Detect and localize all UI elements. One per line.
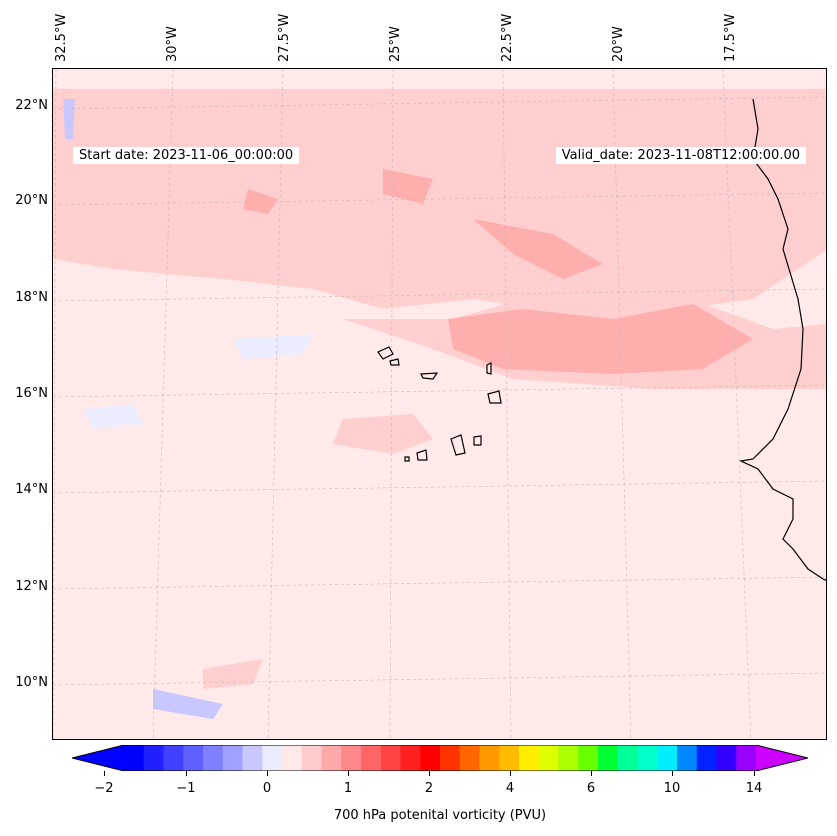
african-coastline <box>739 98 826 581</box>
colorbar-swatch <box>361 745 382 771</box>
colorbar-tick-label: 6 <box>586 781 596 796</box>
colorbar-swatch <box>301 745 322 771</box>
graticule <box>53 69 826 739</box>
colorbar-swatch <box>183 745 204 771</box>
cape-verde-islands <box>377 346 502 462</box>
pv-contour-patch-1 <box>448 304 753 374</box>
colorbar-tick-label: 0 <box>262 781 272 796</box>
colorbar-swatch <box>321 745 342 771</box>
colorbar-label: 700 hPa potenital vorticity (PVU) <box>333 808 547 823</box>
longitude-label: 17.5°W <box>723 13 738 62</box>
colorbar-tick-label: −1 <box>176 781 196 796</box>
colorbar-extend-low <box>72 745 124 771</box>
pv-negative-patch-3 <box>153 689 223 719</box>
colorbar-swatch <box>716 745 737 771</box>
colorbar-tick-label: 1 <box>343 781 353 796</box>
colorbar-tick-label: −2 <box>94 781 114 796</box>
colorbar-tick-label: 4 <box>505 781 515 796</box>
colorbar-swatch <box>400 745 421 771</box>
latitude-label: 18°N <box>15 290 48 305</box>
colorbar-swatch <box>657 745 678 771</box>
latitude-label: 10°N <box>15 675 48 690</box>
pv-contour-patch-5 <box>333 414 433 454</box>
colorbar-swatch <box>222 745 243 771</box>
pv-contour-patch-6 <box>203 659 263 689</box>
colorbar-tick-mark <box>348 771 349 776</box>
pv-negative-patch-2 <box>233 334 313 359</box>
pv-field-plot <box>53 69 826 739</box>
colorbar-swatch <box>341 745 362 771</box>
colorbar-swatch <box>282 745 303 771</box>
longitude-label: 27.5°W <box>277 13 292 62</box>
latitude-label: 12°N <box>15 579 48 594</box>
pv-contour-patch-4 <box>243 189 278 214</box>
colorbar-tick-mark <box>754 771 755 776</box>
map-panel: Start date: 2023-11-06_00:00:00 Valid_da… <box>52 68 827 740</box>
colorbar-swatch <box>617 745 638 771</box>
colorbar-tick-mark <box>186 771 187 776</box>
colorbar-extend-high <box>756 745 808 771</box>
colorbar-swatch <box>479 745 500 771</box>
colorbar-tick-mark <box>510 771 511 776</box>
colorbar-tick-mark <box>672 771 673 776</box>
colorbar-tick-label: 14 <box>745 781 763 796</box>
colorbar-swatch <box>499 745 520 771</box>
latitude-label: 22°N <box>15 98 48 113</box>
colorbar-swatch <box>637 745 658 771</box>
longitude-label: 30°W <box>165 26 180 62</box>
colorbar-tick-mark <box>267 771 268 776</box>
longitude-label: 20°W <box>611 26 626 62</box>
colorbar-swatch <box>558 745 579 771</box>
pv-negative-patch-4 <box>63 99 75 139</box>
pv-contour-patch-3 <box>383 169 433 204</box>
latitude-label: 14°N <box>15 482 48 497</box>
colorbar-swatch <box>124 745 145 771</box>
colorbar-swatch <box>143 745 164 771</box>
pv-negative-patch-1 <box>83 404 143 429</box>
latitude-label: 20°N <box>15 193 48 208</box>
valid-date-label: Valid_date: 2023-11-08T12:00:00.00 <box>555 147 806 164</box>
colorbar <box>72 745 808 771</box>
colorbar-swatch <box>203 745 224 771</box>
pv-contour-band-north <box>53 89 826 319</box>
colorbar-swatch <box>677 745 698 771</box>
colorbar-tick-label: 10 <box>663 781 681 796</box>
colorbar-swatch <box>538 745 559 771</box>
longitude-label: 25°W <box>388 26 403 62</box>
colorbar-swatch <box>519 745 540 771</box>
colorbar-swatch <box>420 745 441 771</box>
colorbar-swatch <box>163 745 184 771</box>
colorbar-swatch <box>598 745 619 771</box>
colorbar-tick-label: 2 <box>424 781 434 796</box>
colorbar-swatch <box>380 745 401 771</box>
colorbar-swatch <box>242 745 263 771</box>
colorbar-swatch <box>262 745 283 771</box>
longitude-label: 22.5°W <box>500 13 515 62</box>
colorbar-tick-mark <box>429 771 430 776</box>
colorbar-swatch <box>440 745 461 771</box>
colorbar-tick-mark <box>104 771 105 776</box>
pv-contour-patch-2 <box>473 219 603 279</box>
colorbar-swatch <box>696 745 717 771</box>
start-date-label: Start date: 2023-11-06_00:00:00 <box>73 147 300 164</box>
colorbar-swatch <box>459 745 480 771</box>
colorbar-swatch <box>578 745 599 771</box>
colorbar-swatch <box>736 745 757 771</box>
colorbar-tick-mark <box>591 771 592 776</box>
latitude-label: 16°N <box>15 386 48 401</box>
longitude-label: 32.5°W <box>54 13 69 62</box>
